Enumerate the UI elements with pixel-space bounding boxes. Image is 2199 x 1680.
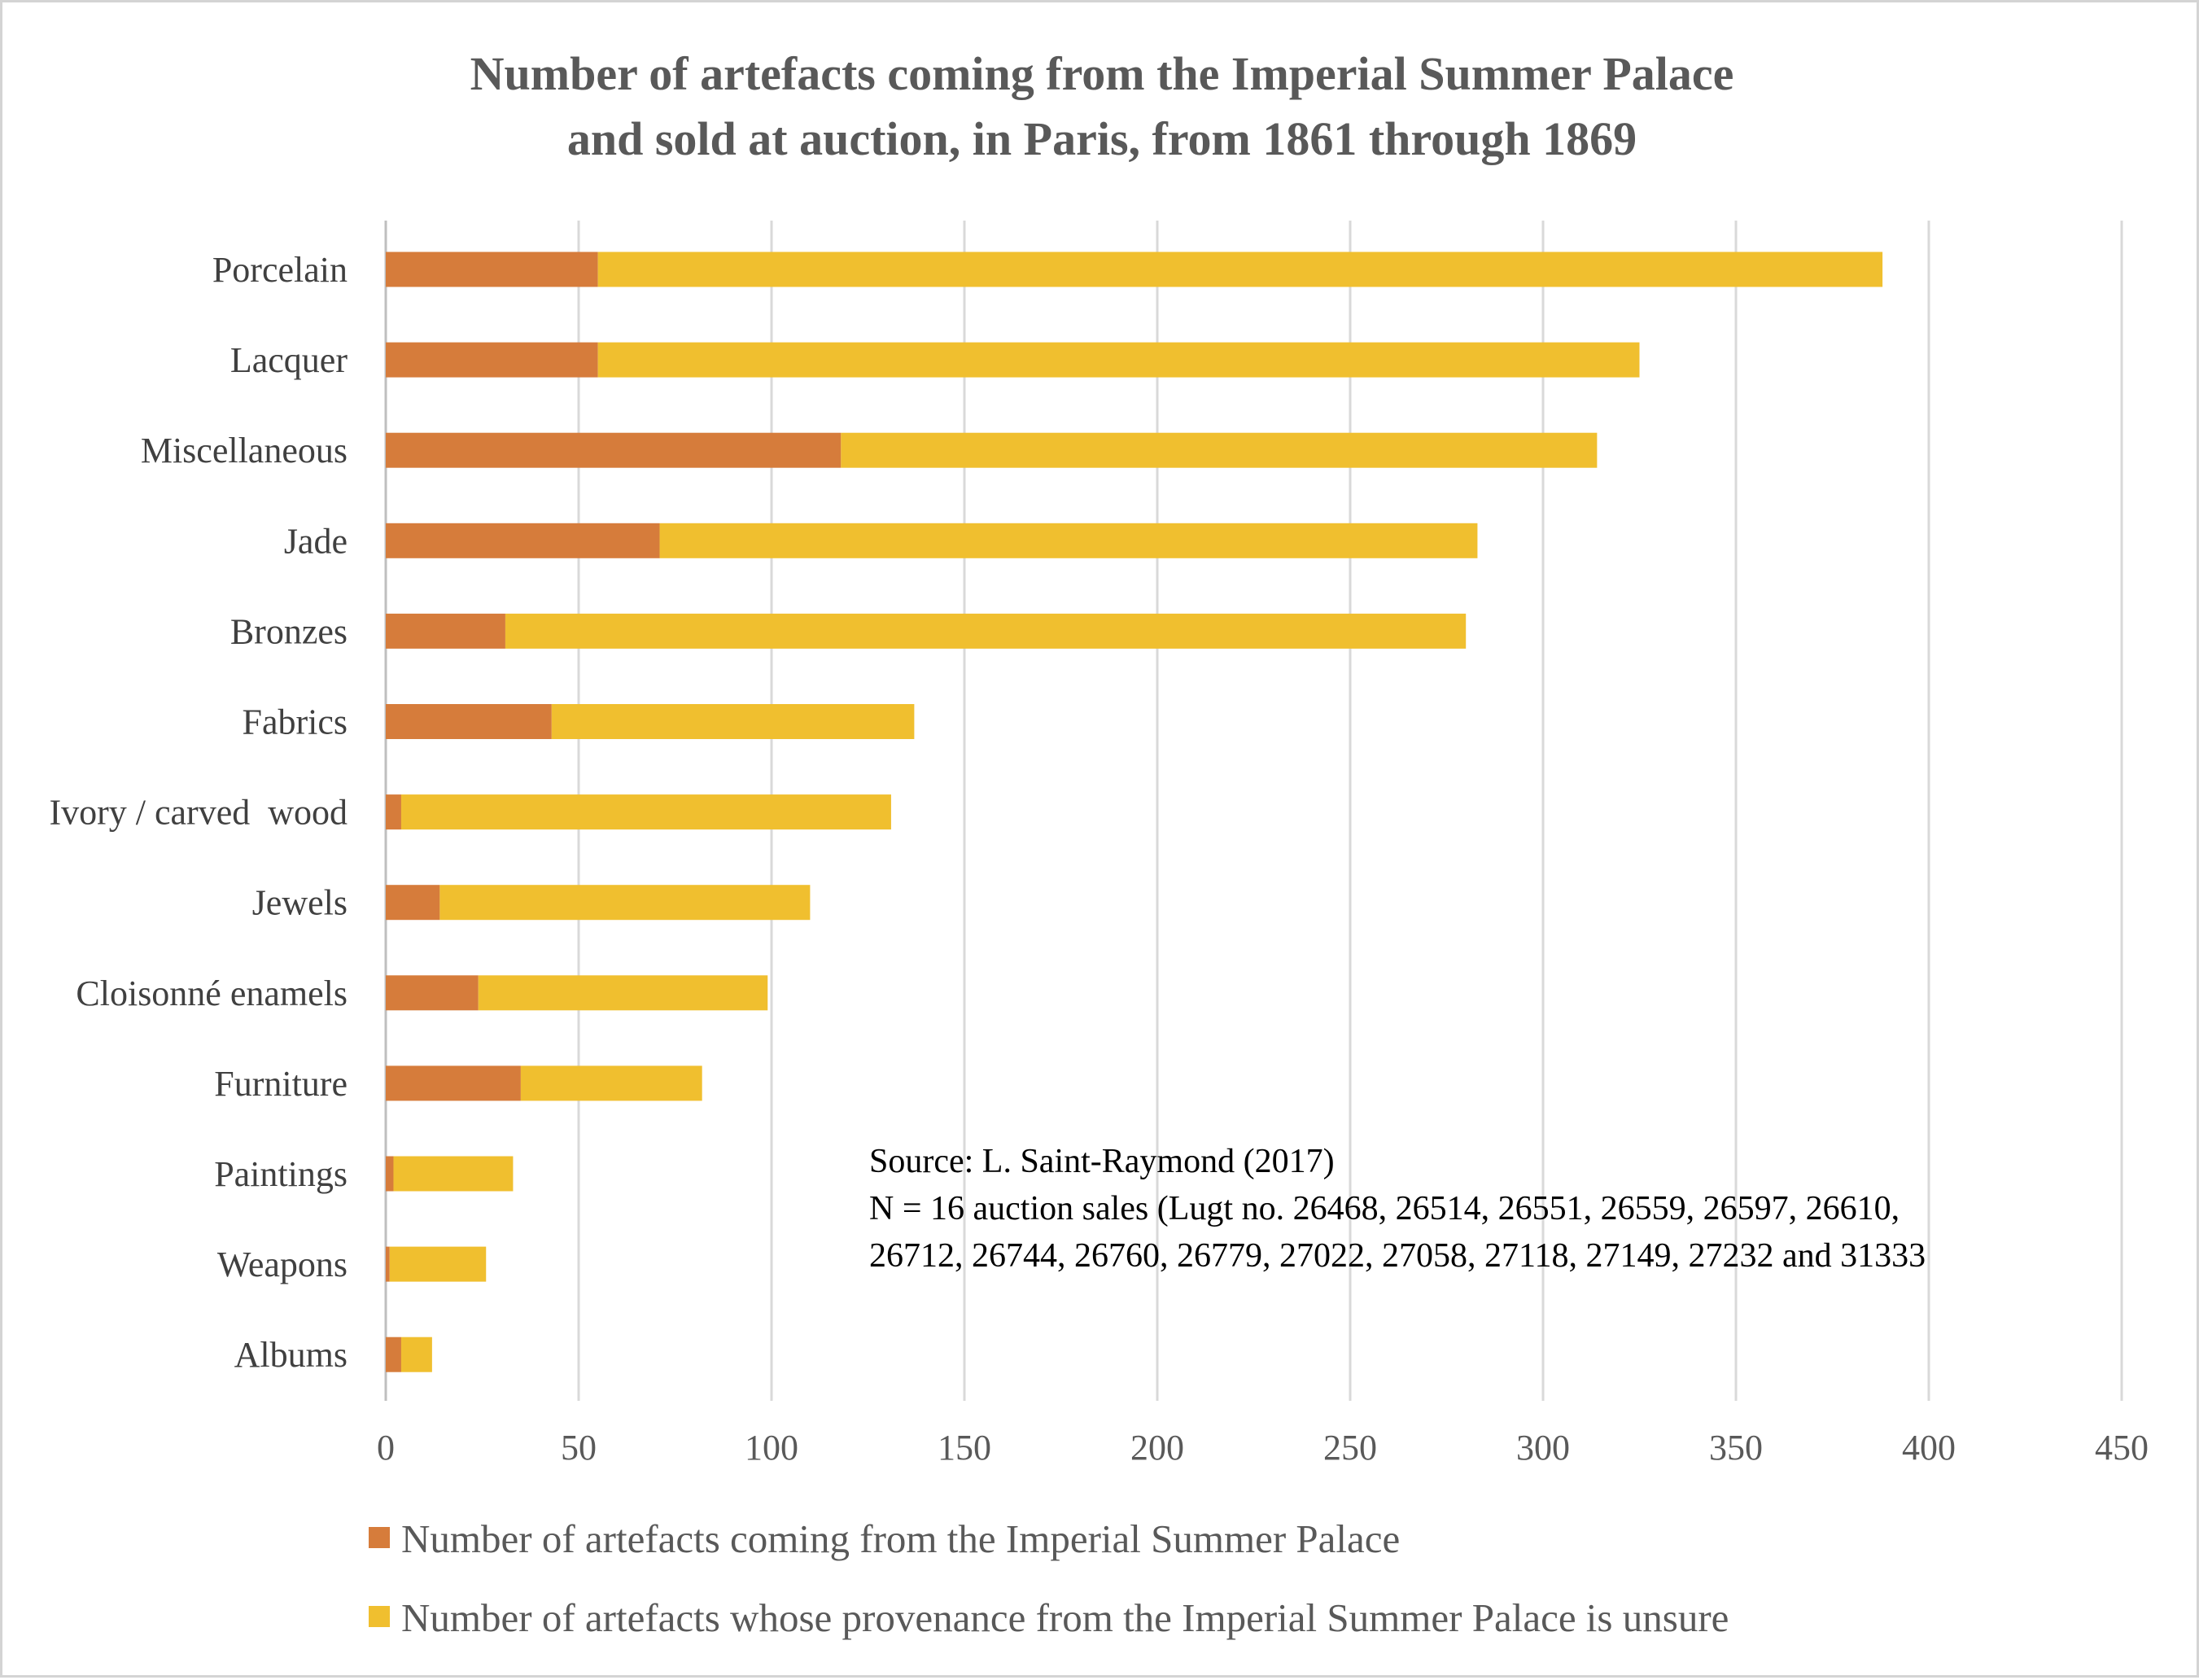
bar-unsure — [505, 613, 1467, 649]
legend-label-imperial: Number of artefacts coming from the Impe… — [401, 1516, 1400, 1561]
x-tick-label: 100 — [745, 1428, 798, 1468]
x-tick-label: 450 — [2095, 1428, 2149, 1468]
category-label: Albums — [234, 1335, 348, 1375]
category-label: Jewels — [252, 883, 348, 923]
category-labels: Porcelain Lacquer Miscellaneous Jade Bronzes… — [49, 250, 348, 1375]
x-tick-label: 350 — [1709, 1428, 1763, 1468]
category-label: Miscellaneous — [141, 431, 348, 470]
category-label: Paintings — [214, 1154, 348, 1194]
x-axis-tick-labels: 0 50 100 150 200 250 300 350 400 450 — [377, 1428, 2149, 1468]
category-label: Porcelain — [212, 250, 348, 290]
x-tick-label: 250 — [1323, 1428, 1377, 1468]
legend-swatch-imperial — [369, 1527, 390, 1548]
bar-imperial — [386, 1065, 521, 1101]
bar-imperial — [386, 1246, 390, 1282]
bar-imperial — [386, 975, 479, 1011]
category-label: Cloisonné enamels — [76, 973, 348, 1013]
x-tick-label: 50 — [561, 1428, 597, 1468]
bar-imperial — [386, 342, 598, 378]
bar-imperial — [386, 1156, 394, 1192]
chart-title-line-2: and sold at auction, in Paris, from 1861… — [567, 112, 1637, 165]
bar-imperial — [386, 1337, 401, 1372]
category-label: Fabrics — [242, 702, 348, 742]
bar-unsure — [389, 1246, 487, 1282]
category-label: Furniture — [214, 1064, 348, 1104]
category-label: Bronzes — [230, 611, 348, 651]
legend-swatch-unsure — [369, 1606, 390, 1627]
gridlines — [384, 221, 2123, 1401]
bar-imperial — [386, 704, 552, 739]
bar-unsure — [841, 432, 1598, 468]
bar-unsure — [400, 1337, 432, 1372]
bar-unsure — [520, 1065, 702, 1101]
x-tick-label: 0 — [377, 1428, 395, 1468]
bars — [386, 252, 1883, 1372]
bar-unsure — [393, 1156, 514, 1192]
annotation-line-2: N = 16 auction sales (Lugt no. 26468, 26… — [869, 1190, 1900, 1227]
legend-label-unsure: Number of artefacts whose provenance fro… — [401, 1595, 1729, 1640]
category-label: Ivory / carved wood — [49, 793, 348, 833]
source-annotation: Source: L. Saint-Raymond (2017) N = 16 a… — [869, 1143, 1926, 1275]
x-tick-label: 300 — [1516, 1428, 1570, 1468]
bar-unsure — [400, 794, 891, 830]
bar-imperial — [386, 432, 842, 468]
bar-imperial — [386, 885, 440, 921]
bar-imperial — [386, 613, 505, 649]
bar-unsure — [551, 704, 915, 739]
category-label: Weapons — [217, 1245, 348, 1284]
bar-imperial — [386, 523, 660, 558]
legend: Number of artefacts coming from the Impe… — [369, 1516, 1729, 1640]
category-label: Lacquer — [230, 340, 348, 380]
annotation-line-1: Source: L. Saint-Raymond (2017) — [869, 1143, 1335, 1180]
bar-unsure — [659, 523, 1478, 558]
chart-title: Number of artefacts coming from the Impe… — [470, 47, 1734, 165]
x-tick-label: 200 — [1130, 1428, 1184, 1468]
bar-unsure — [597, 342, 1640, 378]
x-tick-label: 400 — [1902, 1428, 1956, 1468]
bar-unsure — [478, 975, 768, 1011]
bar-unsure — [597, 252, 1883, 287]
annotation-line-3: 26712, 26744, 26760, 26779, 27022, 27058… — [869, 1237, 1926, 1275]
bar-unsure — [439, 885, 811, 921]
chart-title-line-1: Number of artefacts coming from the Impe… — [470, 47, 1734, 100]
bar-imperial — [386, 794, 401, 830]
x-tick-label: 150 — [938, 1428, 991, 1468]
category-label: Jade — [284, 521, 348, 561]
bar-imperial — [386, 252, 598, 287]
